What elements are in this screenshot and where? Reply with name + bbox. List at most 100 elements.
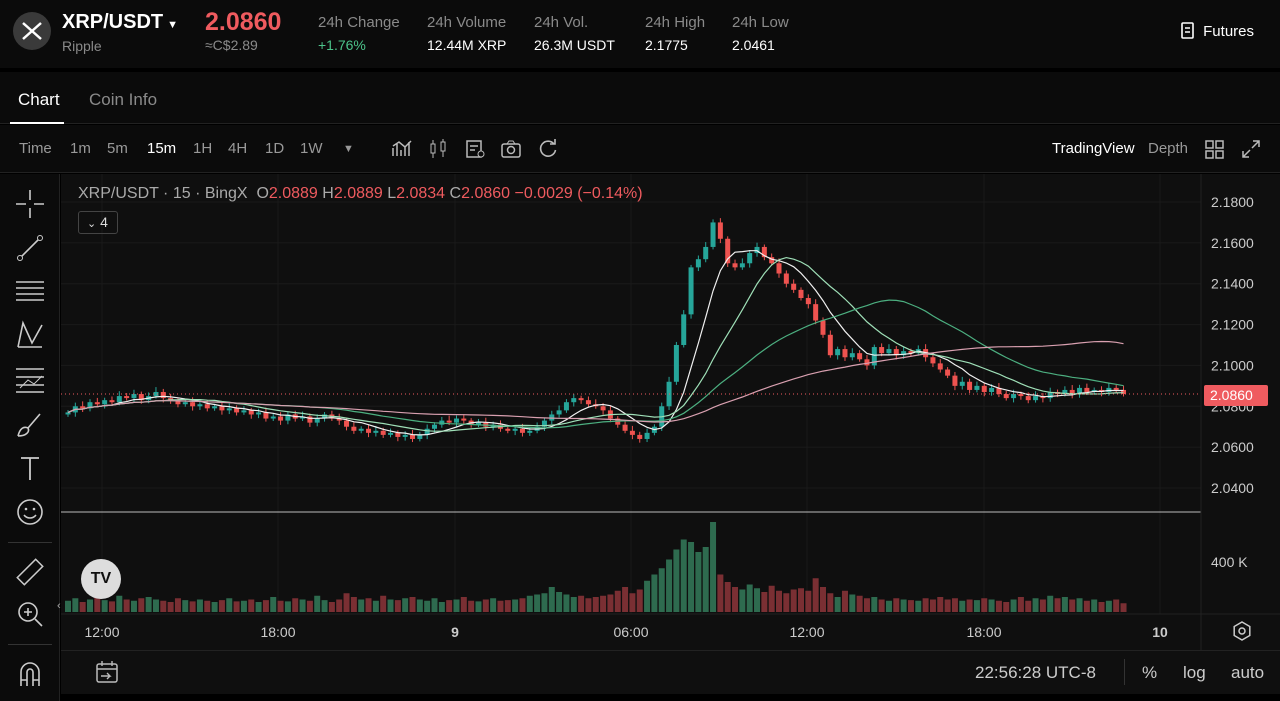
volume-bar [497, 600, 504, 612]
y-tick-label: 2.1200 [1211, 317, 1254, 333]
interval-1d[interactable]: 1D [265, 140, 285, 157]
brush-icon[interactable] [14, 408, 46, 440]
volume-bar [94, 597, 101, 612]
more-intervals-caret-icon[interactable]: ▼ [343, 143, 354, 155]
candle-body [1003, 394, 1009, 399]
indicators-icon[interactable] [391, 138, 413, 160]
pattern-icon[interactable] [14, 319, 46, 351]
volume-bar [255, 602, 262, 612]
stat-24h-vol: 24h Vol. 26.3M USDT [534, 14, 615, 53]
template-icon[interactable] [464, 138, 486, 160]
candle-body [182, 402, 188, 405]
interval-4h[interactable]: 4H [228, 140, 248, 157]
chart-area[interactable]: 2.1800 2.1600 2.1400 2.1200 2.1000 2.0800 2.06… [61, 174, 1280, 650]
trendline-icon[interactable] [14, 232, 46, 264]
prediction-icon[interactable] [14, 364, 46, 396]
indicators-toggle[interactable]: ⌄ 4 [78, 211, 118, 234]
candle-body [886, 349, 892, 354]
volume-bar [358, 599, 365, 612]
pair-selector[interactable]: XRP/USDT ▼ [62, 11, 178, 34]
legend-high: 2.0889 [333, 185, 383, 202]
tab-coin-info[interactable]: Coin Info [89, 90, 158, 109]
candle-body [153, 391, 159, 397]
text-icon[interactable] [14, 452, 46, 484]
auto-toggle[interactable]: auto [1231, 663, 1265, 682]
reset-icon[interactable] [537, 138, 559, 160]
legend-open: 2.0889 [268, 185, 318, 202]
volume-bar [900, 599, 907, 612]
stat-label: 24h High [645, 14, 706, 31]
candle-body [827, 334, 833, 356]
fullscreen-icon[interactable] [1240, 138, 1262, 160]
interval-1m[interactable]: 1m [70, 140, 91, 157]
volume-bar [101, 600, 108, 612]
volume-bar [292, 598, 299, 612]
futures-button[interactable]: Futures [1181, 22, 1254, 40]
clock[interactable]: 22:56:28 UTC-8 [975, 663, 1096, 682]
candle-body [629, 430, 635, 435]
scroll-left-icon[interactable]: ‹ [57, 600, 61, 612]
interval-15m[interactable]: 15m [147, 140, 177, 157]
fib-icon[interactable] [14, 276, 46, 308]
futures-icon [1181, 22, 1194, 39]
candle-body [805, 298, 811, 305]
volume-bar [402, 598, 409, 612]
tradingview-toggle[interactable]: TradingView [1052, 140, 1135, 157]
volume-bar [270, 597, 277, 612]
candle-body [952, 375, 958, 386]
candle-body [879, 347, 885, 354]
candle-body [204, 404, 210, 409]
tab-chart[interactable]: Chart [18, 90, 60, 109]
stat-label: 24h Low [732, 14, 789, 31]
volume-bar [424, 600, 431, 612]
volume-bar [959, 600, 966, 612]
moving-average-line [67, 256, 1124, 432]
candle-body [402, 434, 408, 437]
volume-bar [350, 597, 357, 612]
camera-icon[interactable] [500, 138, 522, 160]
magnet-icon[interactable] [14, 658, 46, 690]
interval-time[interactable]: Time [19, 140, 52, 157]
volume-bar [966, 599, 973, 612]
depth-toggle[interactable]: Depth [1148, 140, 1189, 157]
crosshair-icon[interactable] [14, 188, 46, 220]
candle-body [124, 396, 130, 399]
interval-1w[interactable]: 1W [300, 140, 323, 157]
volume-bar [556, 592, 563, 612]
log-toggle[interactable]: log [1183, 663, 1206, 682]
interval-5m[interactable]: 5m [107, 140, 128, 157]
candle-body [410, 434, 416, 439]
volume-bar [717, 574, 724, 612]
price-chart[interactable]: 2.18002.16002.14002.12002.10002.08002.06… [61, 174, 1280, 650]
settings-icon[interactable] [1232, 621, 1252, 641]
percent-toggle[interactable]: % [1142, 663, 1158, 682]
zoom-in-icon[interactable] [14, 598, 46, 630]
candle-body [857, 353, 863, 360]
stat-value: 2.1775 [645, 37, 688, 53]
volume-bar [321, 600, 328, 612]
interval-1h[interactable]: 1H [193, 140, 213, 157]
volume-bar [446, 600, 453, 612]
volume-bar [372, 600, 379, 612]
volume-bar [240, 600, 247, 612]
volume-bar [915, 600, 922, 612]
volume-bar [973, 600, 980, 612]
candle-body [835, 349, 841, 356]
candle-body [219, 406, 225, 411]
ruler-icon[interactable] [14, 556, 46, 588]
volume-bar [578, 595, 585, 612]
candle-body [527, 430, 533, 433]
candle-body [278, 416, 284, 421]
x-tick-label: 12:00 [84, 624, 119, 640]
candle-body [351, 426, 357, 431]
volume-bar [893, 598, 900, 612]
layout-grid-icon[interactable] [1204, 138, 1226, 160]
candle-body [681, 314, 687, 345]
date-range-icon[interactable] [95, 660, 119, 684]
candle-body [754, 246, 760, 254]
tradingview-logo[interactable]: TV [81, 559, 121, 599]
y-tick-label: 2.1800 [1211, 194, 1254, 210]
candle-type-icon[interactable] [427, 138, 449, 160]
volume-bar [1069, 599, 1076, 612]
emoji-icon[interactable] [14, 496, 46, 528]
